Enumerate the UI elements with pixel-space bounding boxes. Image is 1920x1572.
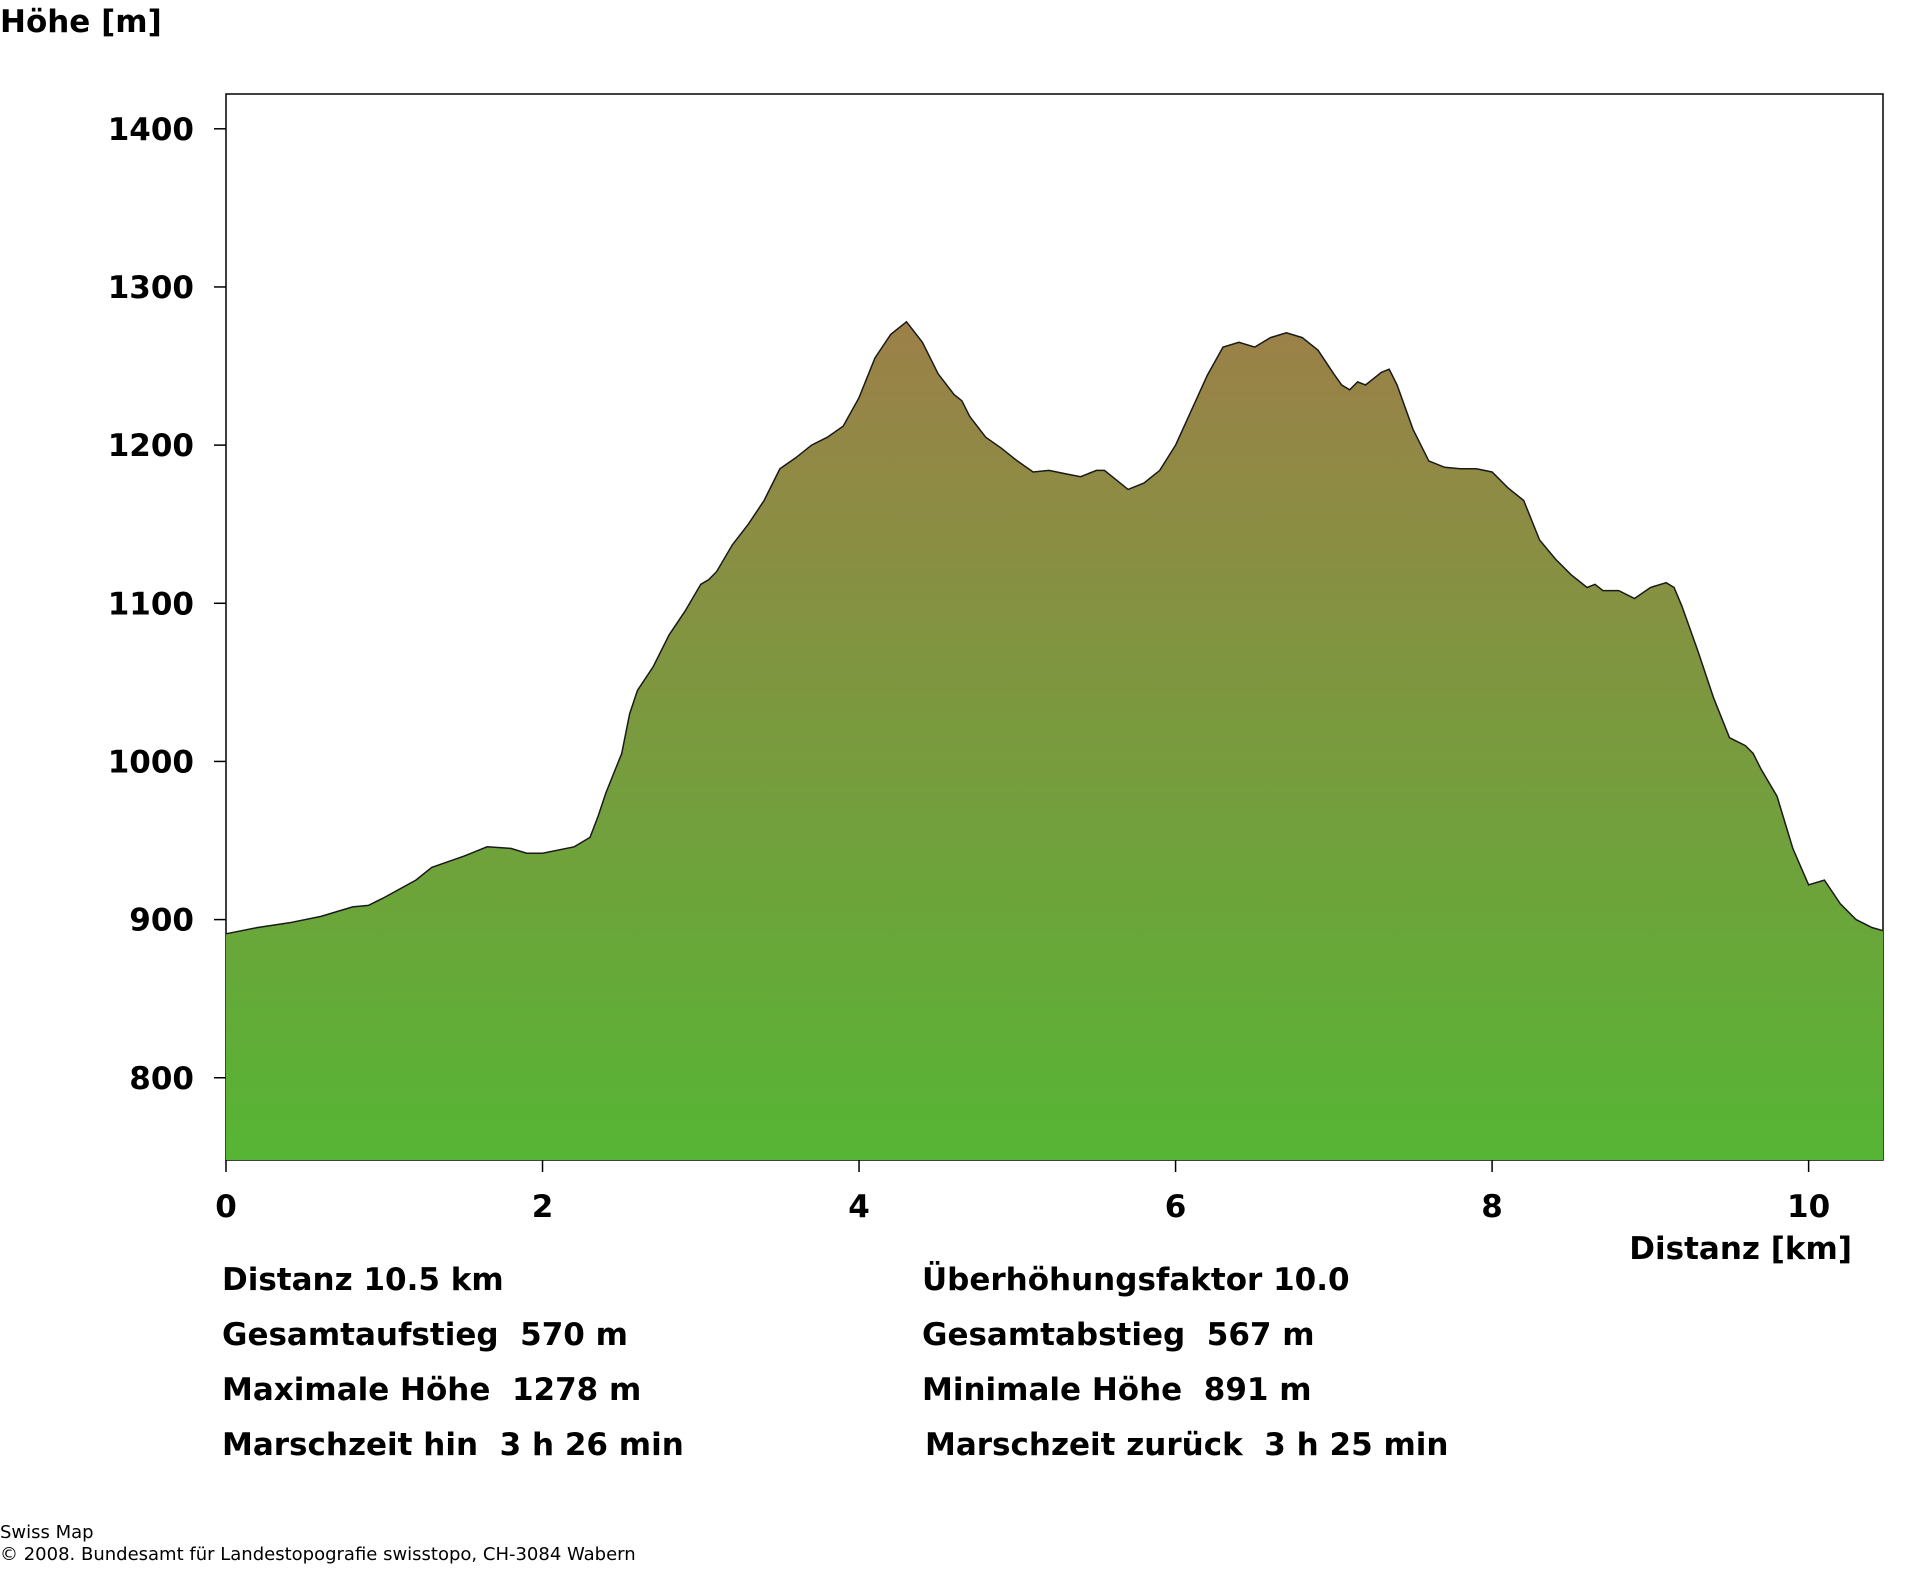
x-axis-title: Distanz [km]	[1629, 1231, 1852, 1267]
y-tick-label: 1200	[108, 428, 194, 464]
stat-total-descent: Gesamtabstieg 567 m	[922, 1317, 1315, 1353]
y-tick-label: 1100	[108, 586, 194, 622]
footer-title: Swiss Map	[0, 1522, 94, 1543]
footer-copyright: © 2008. Bundesamt für Landestopografie s…	[0, 1544, 636, 1565]
stat-total-ascent: Gesamtaufstieg 570 m	[222, 1317, 628, 1353]
x-axis: 0 2 4 6 8 10	[215, 1160, 1830, 1225]
y-tick-label: 900	[129, 903, 194, 939]
stat-exaggeration: Überhöhungsfaktor 10.0	[922, 1262, 1350, 1298]
x-tick-label: 0	[215, 1189, 237, 1225]
stats-right-column: Überhöhungsfaktor 10.0 Gesamtabstieg 567…	[922, 1262, 1448, 1463]
stat-distance: Distanz 10.5 km	[222, 1262, 504, 1298]
y-tick-label: 800	[129, 1061, 194, 1097]
y-tick-label: 1000	[108, 744, 194, 780]
stat-max-height: Maximale Höhe 1278 m	[222, 1372, 642, 1408]
stat-min-height: Minimale Höhe 891 m	[922, 1372, 1312, 1408]
stat-time-back: Marschzeit zurück 3 h 25 min	[925, 1427, 1449, 1463]
stats-left-column: Distanz 10.5 km Gesamtaufstieg 570 m Max…	[222, 1262, 684, 1463]
elevation-area	[226, 321, 1883, 1160]
x-tick-label: 8	[1481, 1189, 1503, 1225]
y-axis-title: Höhe [m]	[0, 4, 162, 40]
x-tick-label: 6	[1165, 1189, 1187, 1225]
elevation-line	[225, 320, 1884, 935]
y-axis: 800 900 1000 1100 1200 1300 1400	[108, 112, 226, 1097]
x-tick-label: 2	[532, 1189, 554, 1225]
stat-time-forward: Marschzeit hin 3 h 26 min	[222, 1427, 684, 1463]
x-tick-label: 10	[1787, 1189, 1830, 1225]
x-tick-label: 4	[848, 1189, 870, 1225]
y-tick-label: 1300	[108, 270, 194, 306]
y-tick-label: 1400	[108, 112, 194, 148]
